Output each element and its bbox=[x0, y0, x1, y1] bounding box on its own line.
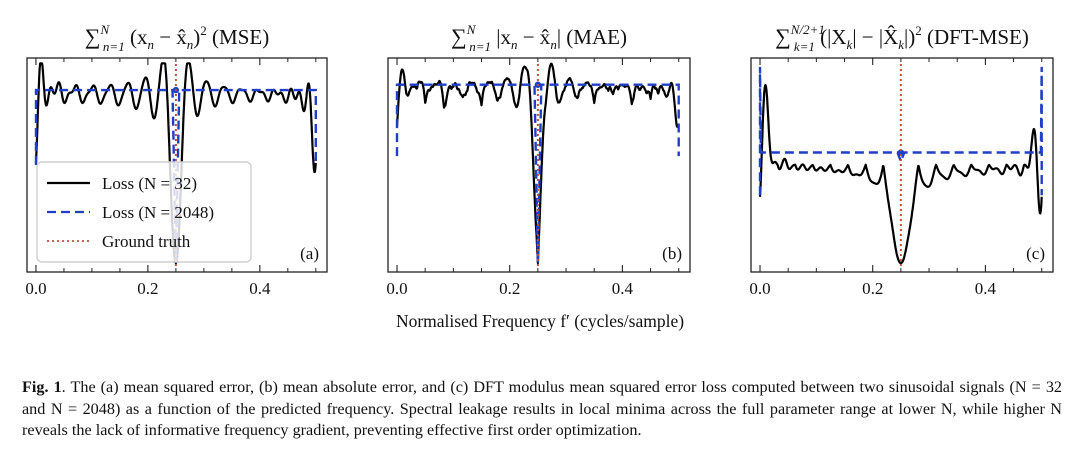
series-loss-n2048 bbox=[758, 66, 1043, 196]
panel-title: ∑N n=1 |xn − x̂n| (MAE) bbox=[451, 22, 627, 54]
plot-area bbox=[395, 62, 680, 266]
caption-label: Fig. 1 bbox=[22, 378, 62, 396]
series-loss-n2048 bbox=[34, 88, 317, 264]
plot-area bbox=[758, 64, 1043, 266]
x-tick-label: 0.0 bbox=[25, 279, 46, 298]
panel-a: ∑N n=1 (xn − x̂n)2 (MSE) 0.0 0.2 0.4 (a) Loss … bbox=[25, 22, 328, 298]
panel-c: ∑N/2+1 k=1 (|Xk| − |X̂k|)2 (DFT-MSE) 0.0 0.… bbox=[749, 22, 1054, 298]
panel-label: (a) bbox=[300, 244, 319, 263]
axes-frame bbox=[26, 57, 328, 273]
legend-label: Ground truth bbox=[102, 232, 191, 251]
x-tick-label: 0.4 bbox=[975, 279, 997, 298]
series-loss-n2048 bbox=[395, 83, 680, 264]
x-tick-label: 0.0 bbox=[386, 279, 407, 298]
legend-label: Loss (N = 2048) bbox=[102, 203, 214, 222]
panel-title: ∑N n=1 (xn − x̂n)2 (MSE) bbox=[85, 22, 269, 54]
x-tick-label: 0.2 bbox=[499, 279, 520, 298]
x-tick-label: 0.0 bbox=[749, 279, 770, 298]
x-tick-label: 0.2 bbox=[862, 279, 883, 298]
figure-caption: Fig. 1. The (a) mean squared error, (b) … bbox=[22, 377, 1062, 442]
figure: ∑N n=1 (xn − x̂n)2 (MSE) 0.0 0.2 0.4 (a) Loss … bbox=[25, 22, 1054, 331]
axes-frame bbox=[750, 57, 1054, 273]
shared-x-axis-label: Normalised Frequency f′ (cycles/sample) bbox=[396, 311, 684, 331]
legend: Loss (N = 32) Loss (N = 2048) Ground truth bbox=[36, 161, 252, 263]
panel-b: ∑N n=1 |xn − x̂n| (MAE) 0.0 0.2 0.4 (b) bbox=[386, 22, 691, 298]
x-tick-label: 0.4 bbox=[249, 279, 271, 298]
x-tick-label: 0.4 bbox=[612, 279, 634, 298]
series-loss-n32 bbox=[758, 84, 1043, 265]
axes-frame bbox=[387, 57, 691, 273]
legend-label: Loss (N = 32) bbox=[102, 174, 197, 193]
panel-title: ∑N/2+1 k=1 (|Xk| − |X̂k|)2 (DFT-MSE) bbox=[775, 22, 1029, 54]
series-loss-n2048-center-marker bbox=[897, 149, 905, 156]
panel-label: (c) bbox=[1026, 244, 1045, 263]
caption-text: . The (a) mean squared error, (b) mean a… bbox=[22, 378, 1063, 439]
legend-box bbox=[36, 161, 252, 263]
panel-label: (b) bbox=[662, 244, 682, 263]
x-tick-label: 0.2 bbox=[137, 279, 158, 298]
series-loss-n32 bbox=[395, 62, 680, 265]
